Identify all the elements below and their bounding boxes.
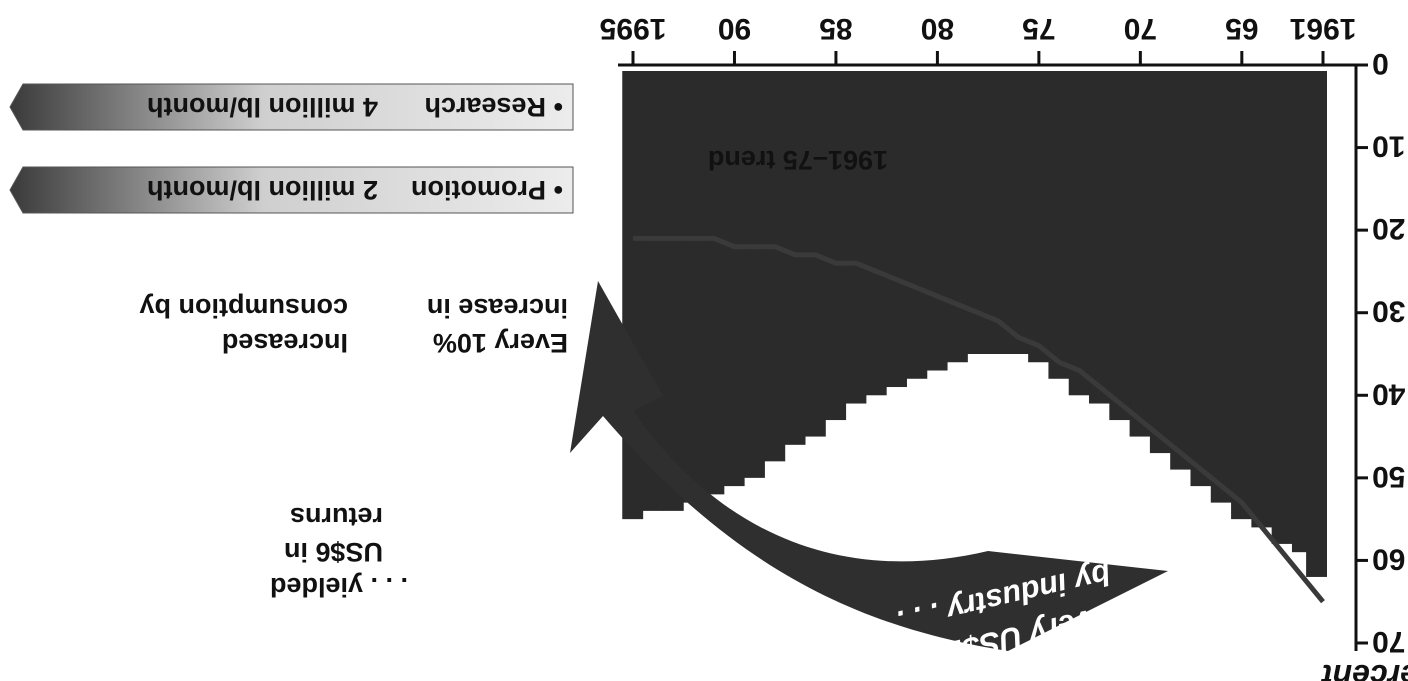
y-tick-label: 30 (1372, 295, 1405, 328)
area-column (764, 71, 786, 462)
every-line1: Every 10% (433, 328, 568, 358)
x-ticks: 1961 65 70 75 80 85 90 1995 (600, 12, 1357, 65)
area-column (703, 71, 725, 495)
x-tick-label: 65 (1225, 12, 1258, 45)
area-column (683, 71, 705, 503)
area-column (662, 71, 684, 511)
area-column (1089, 71, 1110, 404)
area-column (1231, 71, 1252, 520)
x-tick-label: 80 (921, 12, 954, 45)
area-column (784, 71, 806, 445)
area-column (1028, 71, 1050, 363)
increased-line2: consumption by (140, 293, 349, 323)
area-column (1007, 71, 1029, 354)
area-column (987, 71, 1009, 354)
area-column (1210, 71, 1232, 503)
x-tick-label: 85 (819, 12, 852, 45)
y-tick-label: 50 (1372, 460, 1405, 493)
area-column (723, 71, 745, 487)
returns-line2: US$6 in (284, 537, 383, 567)
area-column (1068, 71, 1090, 396)
area-column (865, 71, 887, 396)
promotion-banner (9, 166, 574, 214)
y-ticks: 0 10 20 30 40 50 60 70 (1356, 47, 1405, 658)
area-column (1149, 71, 1171, 454)
area-column (825, 71, 847, 421)
area-column (967, 71, 989, 354)
x-tick-label: 1961 (1290, 12, 1357, 45)
returns-line1: . . . yielded (270, 572, 408, 602)
curved-arrow (570, 281, 1168, 651)
x-tick-label: 70 (1124, 12, 1157, 45)
y-tick-label: 20 (1372, 212, 1405, 245)
research-banner (9, 83, 574, 131)
area-column (1170, 71, 1192, 470)
area-column (845, 71, 867, 404)
promotion-label: • Promotion (411, 175, 563, 205)
area-column (1048, 71, 1070, 379)
y-tick-label: 40 (1372, 377, 1405, 410)
y-tick-label: 70 (1372, 625, 1405, 658)
trend-line (633, 235, 1325, 604)
area-column (906, 71, 928, 379)
increased-line1: Increased (222, 328, 348, 358)
research-label: • Research (424, 92, 563, 122)
area-column (744, 71, 765, 478)
plot-area (622, 71, 1327, 604)
research-value: 4 million lb/month (147, 92, 378, 122)
area-column (1251, 71, 1273, 528)
area-column (886, 71, 907, 388)
y-tick-label: 10 (1372, 130, 1405, 163)
area-column (1271, 71, 1293, 544)
every-line2: increase in (427, 293, 568, 323)
x-tick-label: 90 (718, 12, 751, 45)
area-column (926, 71, 948, 371)
returns-line3: returns (290, 502, 383, 532)
area-column (1190, 71, 1212, 487)
area-column (946, 71, 968, 363)
y-tick-label: 60 (1372, 542, 1405, 575)
trend-label: 1961–75 trend (708, 145, 888, 175)
y-axis-label: ercent (1321, 658, 1408, 681)
x-tick-label: 1995 (600, 12, 667, 45)
area-column (1291, 71, 1313, 553)
area-column (1109, 71, 1131, 421)
y-tick-label: 0 (1372, 47, 1389, 80)
x-tick-label: 75 (1022, 12, 1055, 45)
promotion-value: 2 million lb/month (147, 175, 378, 205)
area-column (1129, 71, 1151, 437)
